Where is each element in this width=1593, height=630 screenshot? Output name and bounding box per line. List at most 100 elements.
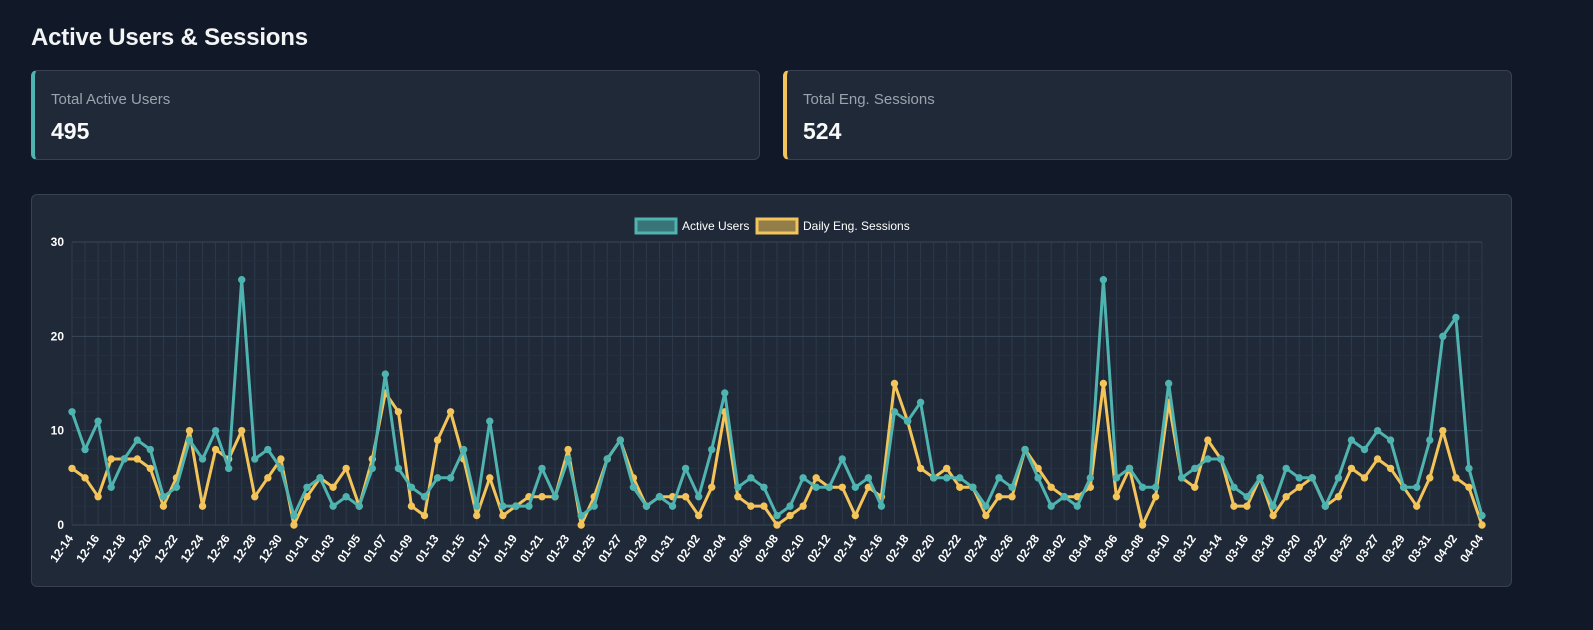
page-title: Active Users & Sessions: [31, 24, 308, 51]
x-tick-label: 03-25: [1327, 532, 1356, 565]
data-point-daily-eng-sessions: [329, 483, 337, 491]
x-tick-label: 01-01: [282, 532, 311, 565]
x-tick-label: 12-16: [73, 532, 102, 565]
total-eng-sessions-value: 524: [803, 118, 842, 144]
data-point-active-users: [486, 417, 494, 425]
line-chart-card: 0 10 20 30 12-14 12-16 12-18 12-20 12-22 12-24 12-…: [31, 194, 1512, 587]
data-point-daily-eng-sessions: [1452, 474, 1460, 482]
x-tick-label: 03-04: [1065, 532, 1094, 565]
data-point-daily-eng-sessions: [1439, 426, 1447, 435]
x-tick-label: 01-21: [517, 532, 546, 565]
data-point-active-users: [1465, 464, 1473, 473]
legend-swatch-active-users: [634, 217, 678, 235]
data-point-active-users: [1360, 445, 1369, 454]
data-point-active-users: [342, 493, 350, 501]
data-point-daily-eng-sessions: [564, 445, 572, 454]
data-point-active-users: [277, 464, 285, 473]
x-tick-label: 02-28: [1013, 532, 1042, 565]
data-point-daily-eng-sessions: [394, 408, 403, 416]
data-point-active-users: [1426, 436, 1434, 444]
data-point-active-users: [1178, 474, 1186, 482]
data-point-daily-eng-sessions: [786, 511, 794, 520]
y-tick-label: 0: [57, 518, 64, 532]
x-tick-label: 02-22: [935, 532, 964, 565]
data-point-active-users: [1295, 474, 1303, 482]
x-tick-label: 03-08: [1118, 532, 1147, 565]
data-point-daily-eng-sessions: [146, 464, 155, 473]
data-point-daily-eng-sessions: [1138, 521, 1147, 529]
data-point-active-users: [681, 464, 690, 473]
data-point-active-users: [355, 502, 363, 510]
legend-label-active-users: Active Users: [682, 219, 749, 233]
data-point-daily-eng-sessions: [1295, 483, 1303, 491]
data-point-active-users: [1452, 313, 1460, 322]
legend-item-daily-eng-sessions: Daily Eng. Sessions: [755, 217, 910, 235]
data-point-active-users: [760, 483, 768, 491]
legend-label-daily-eng-sessions: Daily Eng. Sessions: [803, 219, 910, 233]
data-point-active-users: [1282, 464, 1290, 473]
data-point-active-users: [459, 445, 468, 454]
x-tick-label: 01-05: [334, 532, 363, 565]
data-point-active-users: [1373, 426, 1382, 435]
data-point-daily-eng-sessions: [1347, 464, 1356, 473]
data-point-active-users: [982, 502, 990, 510]
x-tick-label: 02-18: [883, 532, 912, 565]
data-point-daily-eng-sessions: [277, 455, 285, 463]
data-point-daily-eng-sessions: [1151, 493, 1160, 501]
data-point-daily-eng-sessions: [1269, 511, 1277, 520]
data-point-active-users: [1439, 332, 1447, 341]
data-point-active-users: [995, 474, 1003, 482]
data-point-daily-eng-sessions: [1426, 474, 1434, 482]
data-point-daily-eng-sessions: [198, 502, 207, 510]
data-point-active-users: [1125, 464, 1134, 473]
data-point-daily-eng-sessions: [251, 493, 259, 501]
data-point-daily-eng-sessions: [473, 511, 481, 520]
data-point-active-users: [290, 511, 298, 520]
data-point-active-users: [1008, 483, 1016, 491]
data-point-active-users: [1347, 436, 1356, 444]
grid-lines: [71, 241, 1483, 526]
data-point-active-users: [407, 483, 416, 491]
data-point-active-users: [251, 455, 259, 463]
data-point-active-users: [303, 483, 311, 491]
total-eng-sessions-card: Total Eng. Sessions 524: [783, 70, 1512, 160]
x-tick-label: 02-12: [804, 532, 833, 565]
data-point-active-users: [433, 474, 442, 482]
data-point-active-users: [94, 417, 102, 425]
x-tick-label: 03-18: [1248, 532, 1277, 565]
data-point-active-users: [211, 426, 220, 435]
data-point-daily-eng-sessions: [760, 502, 768, 510]
data-point-daily-eng-sessions: [433, 436, 442, 444]
data-point-daily-eng-sessions: [799, 502, 807, 510]
data-point-active-users: [1151, 483, 1160, 491]
x-tick-label: 02-14: [830, 532, 859, 565]
data-point-active-users: [1021, 445, 1029, 454]
data-point-daily-eng-sessions: [1230, 502, 1238, 510]
x-tick-label: 02-26: [987, 532, 1016, 565]
data-point-active-users: [1321, 502, 1330, 510]
x-tick-label: 12-18: [99, 532, 128, 565]
x-tick-label: 01-23: [543, 532, 572, 565]
data-point-daily-eng-sessions: [708, 483, 716, 491]
data-point-active-users: [721, 389, 729, 397]
line-chart: 010203012-1412-1612-1812-2012-2212-2412-…: [47, 217, 1486, 565]
data-point-daily-eng-sessions: [995, 493, 1003, 501]
x-tick-label: 03-27: [1353, 532, 1382, 565]
total-active-users-card: Total Active Users 495: [31, 70, 760, 160]
data-point-daily-eng-sessions: [694, 511, 703, 520]
data-point-daily-eng-sessions: [890, 379, 899, 388]
data-point-active-users: [1269, 502, 1277, 510]
data-point-active-users: [394, 464, 403, 473]
data-point-active-users: [224, 464, 233, 473]
x-tick-label: 02-20: [909, 532, 938, 565]
x-tick-label: 01-07: [360, 532, 389, 565]
data-point-active-users: [1099, 276, 1108, 284]
data-point-active-users: [329, 502, 337, 510]
data-point-active-users: [929, 474, 938, 482]
data-point-active-users: [616, 436, 625, 444]
data-point-active-users: [708, 445, 716, 454]
data-point-daily-eng-sessions: [159, 502, 168, 510]
data-point-active-users: [577, 511, 585, 520]
data-point-daily-eng-sessions: [1465, 483, 1473, 491]
data-point-active-users: [1060, 493, 1068, 501]
